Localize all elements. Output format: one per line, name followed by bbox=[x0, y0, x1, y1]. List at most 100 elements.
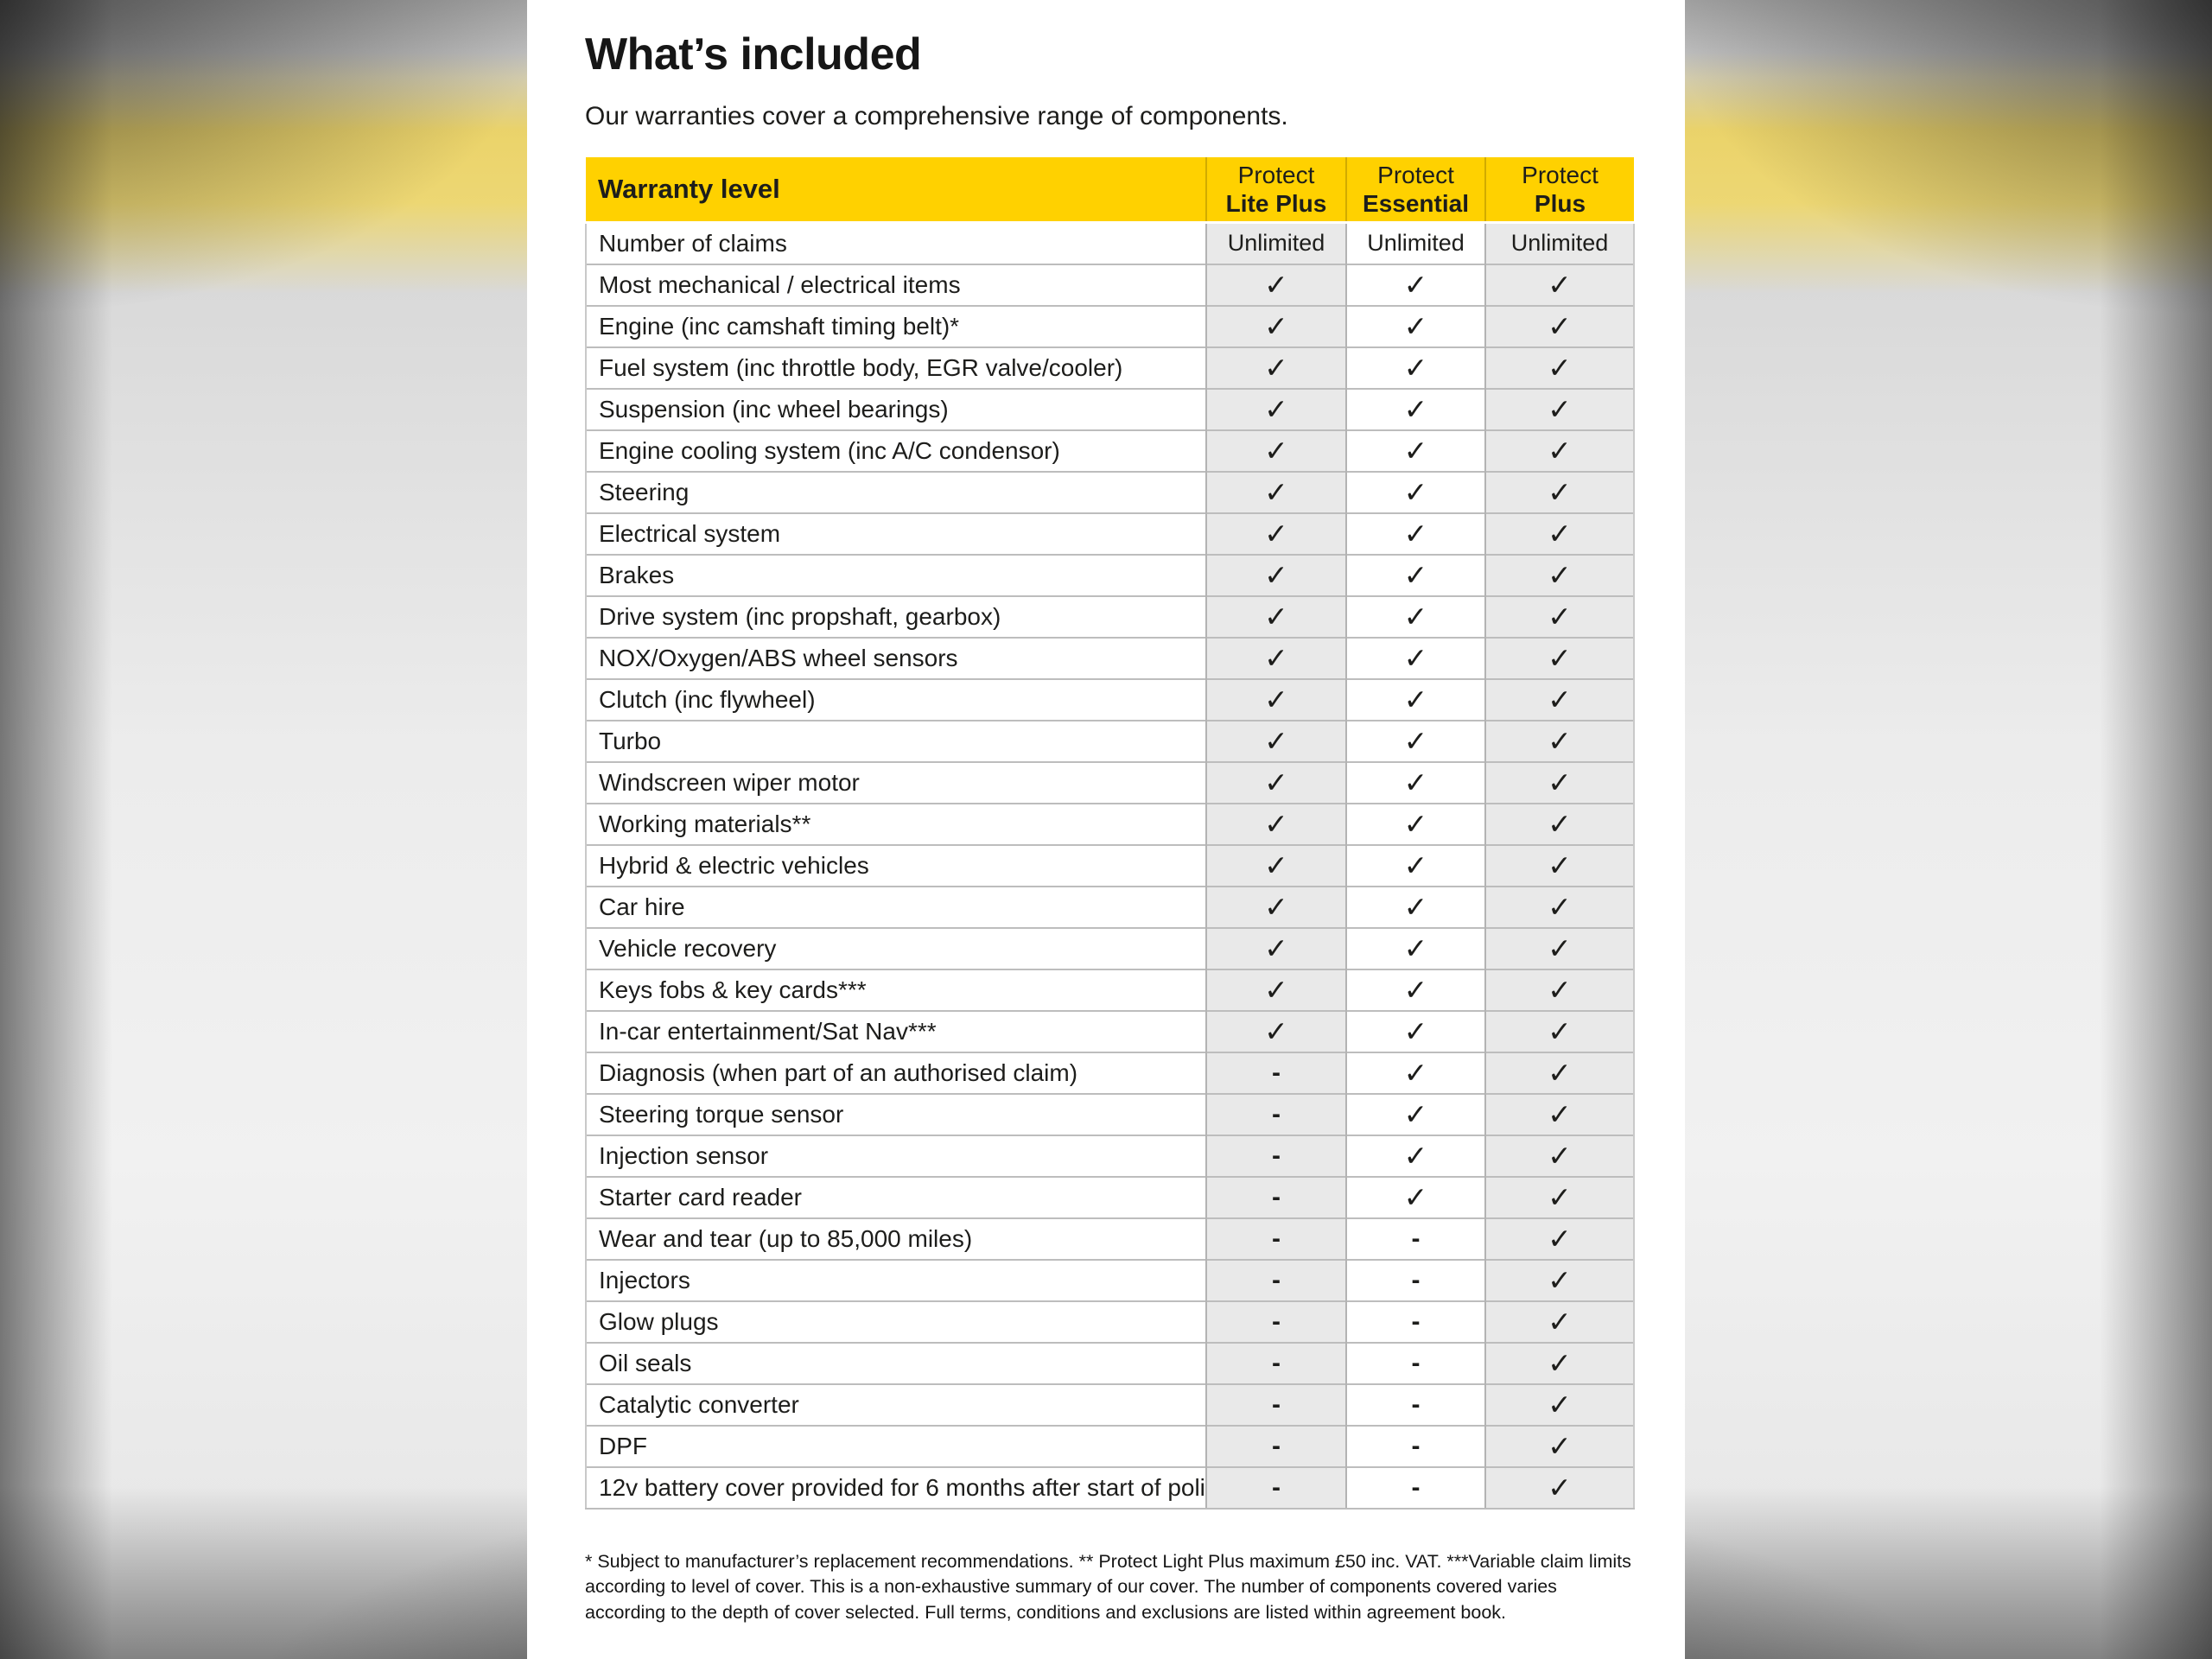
dash-icon: - bbox=[1205, 1465, 1346, 1510]
row-label: Diagnosis (when part of an authorised cl… bbox=[585, 1051, 1206, 1094]
check-icon: ✓ bbox=[1484, 1465, 1635, 1510]
check-icon: ✓ bbox=[1205, 429, 1346, 472]
column-header-protect-plus: Protect Plus bbox=[1484, 156, 1634, 223]
table-row: Clutch (inc flywheel) ✓ ✓ ✓ bbox=[585, 677, 1635, 721]
table-row: Injection sensor - ✓ ✓ bbox=[585, 1134, 1635, 1177]
row-label: Number of claims bbox=[585, 222, 1206, 264]
check-icon: ✓ bbox=[1205, 512, 1346, 555]
dash-icon: - bbox=[1205, 1175, 1346, 1218]
content-panel: What’s included Our warranties cover a c… bbox=[527, 0, 1685, 1659]
check-icon: ✓ bbox=[1205, 843, 1346, 887]
dash-icon: - bbox=[1205, 1051, 1346, 1094]
table-row: In-car entertainment/Sat Nav*** ✓ ✓ ✓ bbox=[585, 1009, 1635, 1052]
row-label: Glow plugs bbox=[585, 1300, 1206, 1343]
table-row: Brakes ✓ ✓ ✓ bbox=[585, 553, 1635, 596]
dash-icon: - bbox=[1205, 1258, 1346, 1301]
row-label: DPF bbox=[585, 1424, 1206, 1467]
warranty-level-header: Warranty level bbox=[586, 156, 1206, 223]
check-icon: ✓ bbox=[1205, 263, 1346, 306]
dash-icon: - bbox=[1345, 1217, 1485, 1260]
row-label: Most mechanical / electrical items bbox=[585, 263, 1206, 306]
row-label: 12v battery cover provided for 6 months … bbox=[585, 1465, 1206, 1510]
check-icon: ✓ bbox=[1345, 512, 1485, 555]
table-row: Vehicle recovery ✓ ✓ ✓ bbox=[585, 926, 1635, 969]
dash-icon: - bbox=[1345, 1382, 1485, 1426]
check-icon: ✓ bbox=[1345, 263, 1485, 306]
dash-icon: - bbox=[1205, 1092, 1346, 1135]
check-icon: ✓ bbox=[1205, 304, 1346, 347]
row-label: Keys fobs & key cards*** bbox=[585, 968, 1206, 1011]
check-icon: ✓ bbox=[1484, 346, 1635, 389]
table-row: Catalytic converter - - ✓ bbox=[585, 1382, 1635, 1426]
table-row: Oil seals - - ✓ bbox=[585, 1341, 1635, 1384]
check-icon: ✓ bbox=[1484, 470, 1635, 513]
check-icon: ✓ bbox=[1345, 802, 1485, 845]
row-label: Suspension (inc wheel bearings) bbox=[585, 387, 1206, 430]
row-label: Brakes bbox=[585, 553, 1206, 596]
row-label: Starter card reader bbox=[585, 1175, 1206, 1218]
dash-icon: - bbox=[1205, 1382, 1346, 1426]
check-icon: ✓ bbox=[1345, 677, 1485, 721]
row-label: In-car entertainment/Sat Nav*** bbox=[585, 1009, 1206, 1052]
check-icon: ✓ bbox=[1484, 429, 1635, 472]
table-row: Most mechanical / electrical items ✓ ✓ ✓ bbox=[585, 263, 1635, 306]
dash-icon: - bbox=[1205, 1217, 1346, 1260]
check-icon: ✓ bbox=[1345, 636, 1485, 679]
value-text: Unlimited bbox=[1205, 222, 1346, 264]
check-icon: ✓ bbox=[1345, 346, 1485, 389]
check-icon: ✓ bbox=[1345, 470, 1485, 513]
row-label: Steering bbox=[585, 470, 1206, 513]
row-label: Fuel system (inc throttle body, EGR valv… bbox=[585, 346, 1206, 389]
table-row: DPF - - ✓ bbox=[585, 1424, 1635, 1467]
row-label: Catalytic converter bbox=[585, 1382, 1206, 1426]
dash-icon: - bbox=[1345, 1465, 1485, 1510]
check-icon: ✓ bbox=[1205, 594, 1346, 638]
row-label: NOX/Oxygen/ABS wheel sensors bbox=[585, 636, 1206, 679]
check-icon: ✓ bbox=[1484, 387, 1635, 430]
table-row: Hybrid & electric vehicles ✓ ✓ ✓ bbox=[585, 843, 1635, 887]
table-row: Working materials** ✓ ✓ ✓ bbox=[585, 802, 1635, 845]
table-row: NOX/Oxygen/ABS wheel sensors ✓ ✓ ✓ bbox=[585, 636, 1635, 679]
table-row: Number of claims Unlimited Unlimited Unlimi… bbox=[585, 222, 1635, 264]
column-header-tier-line: Lite Plus bbox=[1225, 189, 1327, 217]
dash-icon: - bbox=[1205, 1424, 1346, 1467]
table-row: Fuel system (inc throttle body, EGR valv… bbox=[585, 346, 1635, 389]
table-row: Wear and tear (up to 85,000 miles) - - ✓ bbox=[585, 1217, 1635, 1260]
value-text: Unlimited bbox=[1484, 222, 1635, 264]
row-label: Steering torque sensor bbox=[585, 1092, 1206, 1135]
warranty-comparison-table: Warranty level Protect Lite Plus Protect… bbox=[585, 156, 1635, 1510]
check-icon: ✓ bbox=[1345, 719, 1485, 762]
table-row: Starter card reader - ✓ ✓ bbox=[585, 1175, 1635, 1218]
check-icon: ✓ bbox=[1484, 802, 1635, 845]
table-row: Steering ✓ ✓ ✓ bbox=[585, 470, 1635, 513]
row-label: Hybrid & electric vehicles bbox=[585, 843, 1206, 887]
column-header-protect-lite-plus: Protect Lite Plus bbox=[1205, 156, 1346, 223]
check-icon: ✓ bbox=[1484, 1051, 1635, 1094]
check-icon: ✓ bbox=[1345, 760, 1485, 804]
check-icon: ✓ bbox=[1484, 636, 1635, 679]
check-icon: ✓ bbox=[1484, 677, 1635, 721]
column-header-brand-line: Protect bbox=[1377, 161, 1454, 188]
check-icon: ✓ bbox=[1484, 263, 1635, 306]
check-icon: ✓ bbox=[1205, 470, 1346, 513]
check-icon: ✓ bbox=[1345, 1092, 1485, 1135]
check-icon: ✓ bbox=[1205, 968, 1346, 1011]
check-icon: ✓ bbox=[1484, 594, 1635, 638]
check-icon: ✓ bbox=[1345, 1051, 1485, 1094]
check-icon: ✓ bbox=[1345, 885, 1485, 928]
check-icon: ✓ bbox=[1484, 1092, 1635, 1135]
table-row: Steering torque sensor - ✓ ✓ bbox=[585, 1092, 1635, 1135]
check-icon: ✓ bbox=[1205, 346, 1346, 389]
row-label: Oil seals bbox=[585, 1341, 1206, 1384]
check-icon: ✓ bbox=[1205, 387, 1346, 430]
dash-icon: - bbox=[1345, 1258, 1485, 1301]
check-icon: ✓ bbox=[1484, 1009, 1635, 1052]
check-icon: ✓ bbox=[1205, 926, 1346, 969]
dash-icon: - bbox=[1205, 1341, 1346, 1384]
dash-icon: - bbox=[1205, 1134, 1346, 1177]
check-icon: ✓ bbox=[1484, 843, 1635, 887]
table-row: 12v battery cover provided for 6 months … bbox=[585, 1465, 1635, 1510]
check-icon: ✓ bbox=[1345, 387, 1485, 430]
table-row: Keys fobs & key cards*** ✓ ✓ ✓ bbox=[585, 968, 1635, 1011]
check-icon: ✓ bbox=[1345, 594, 1485, 638]
